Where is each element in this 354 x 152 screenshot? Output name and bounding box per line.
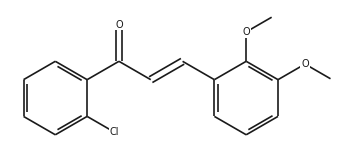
Text: O: O [115, 20, 123, 30]
Text: O: O [301, 59, 309, 69]
Text: O: O [242, 27, 250, 37]
Text: Cl: Cl [109, 127, 119, 137]
